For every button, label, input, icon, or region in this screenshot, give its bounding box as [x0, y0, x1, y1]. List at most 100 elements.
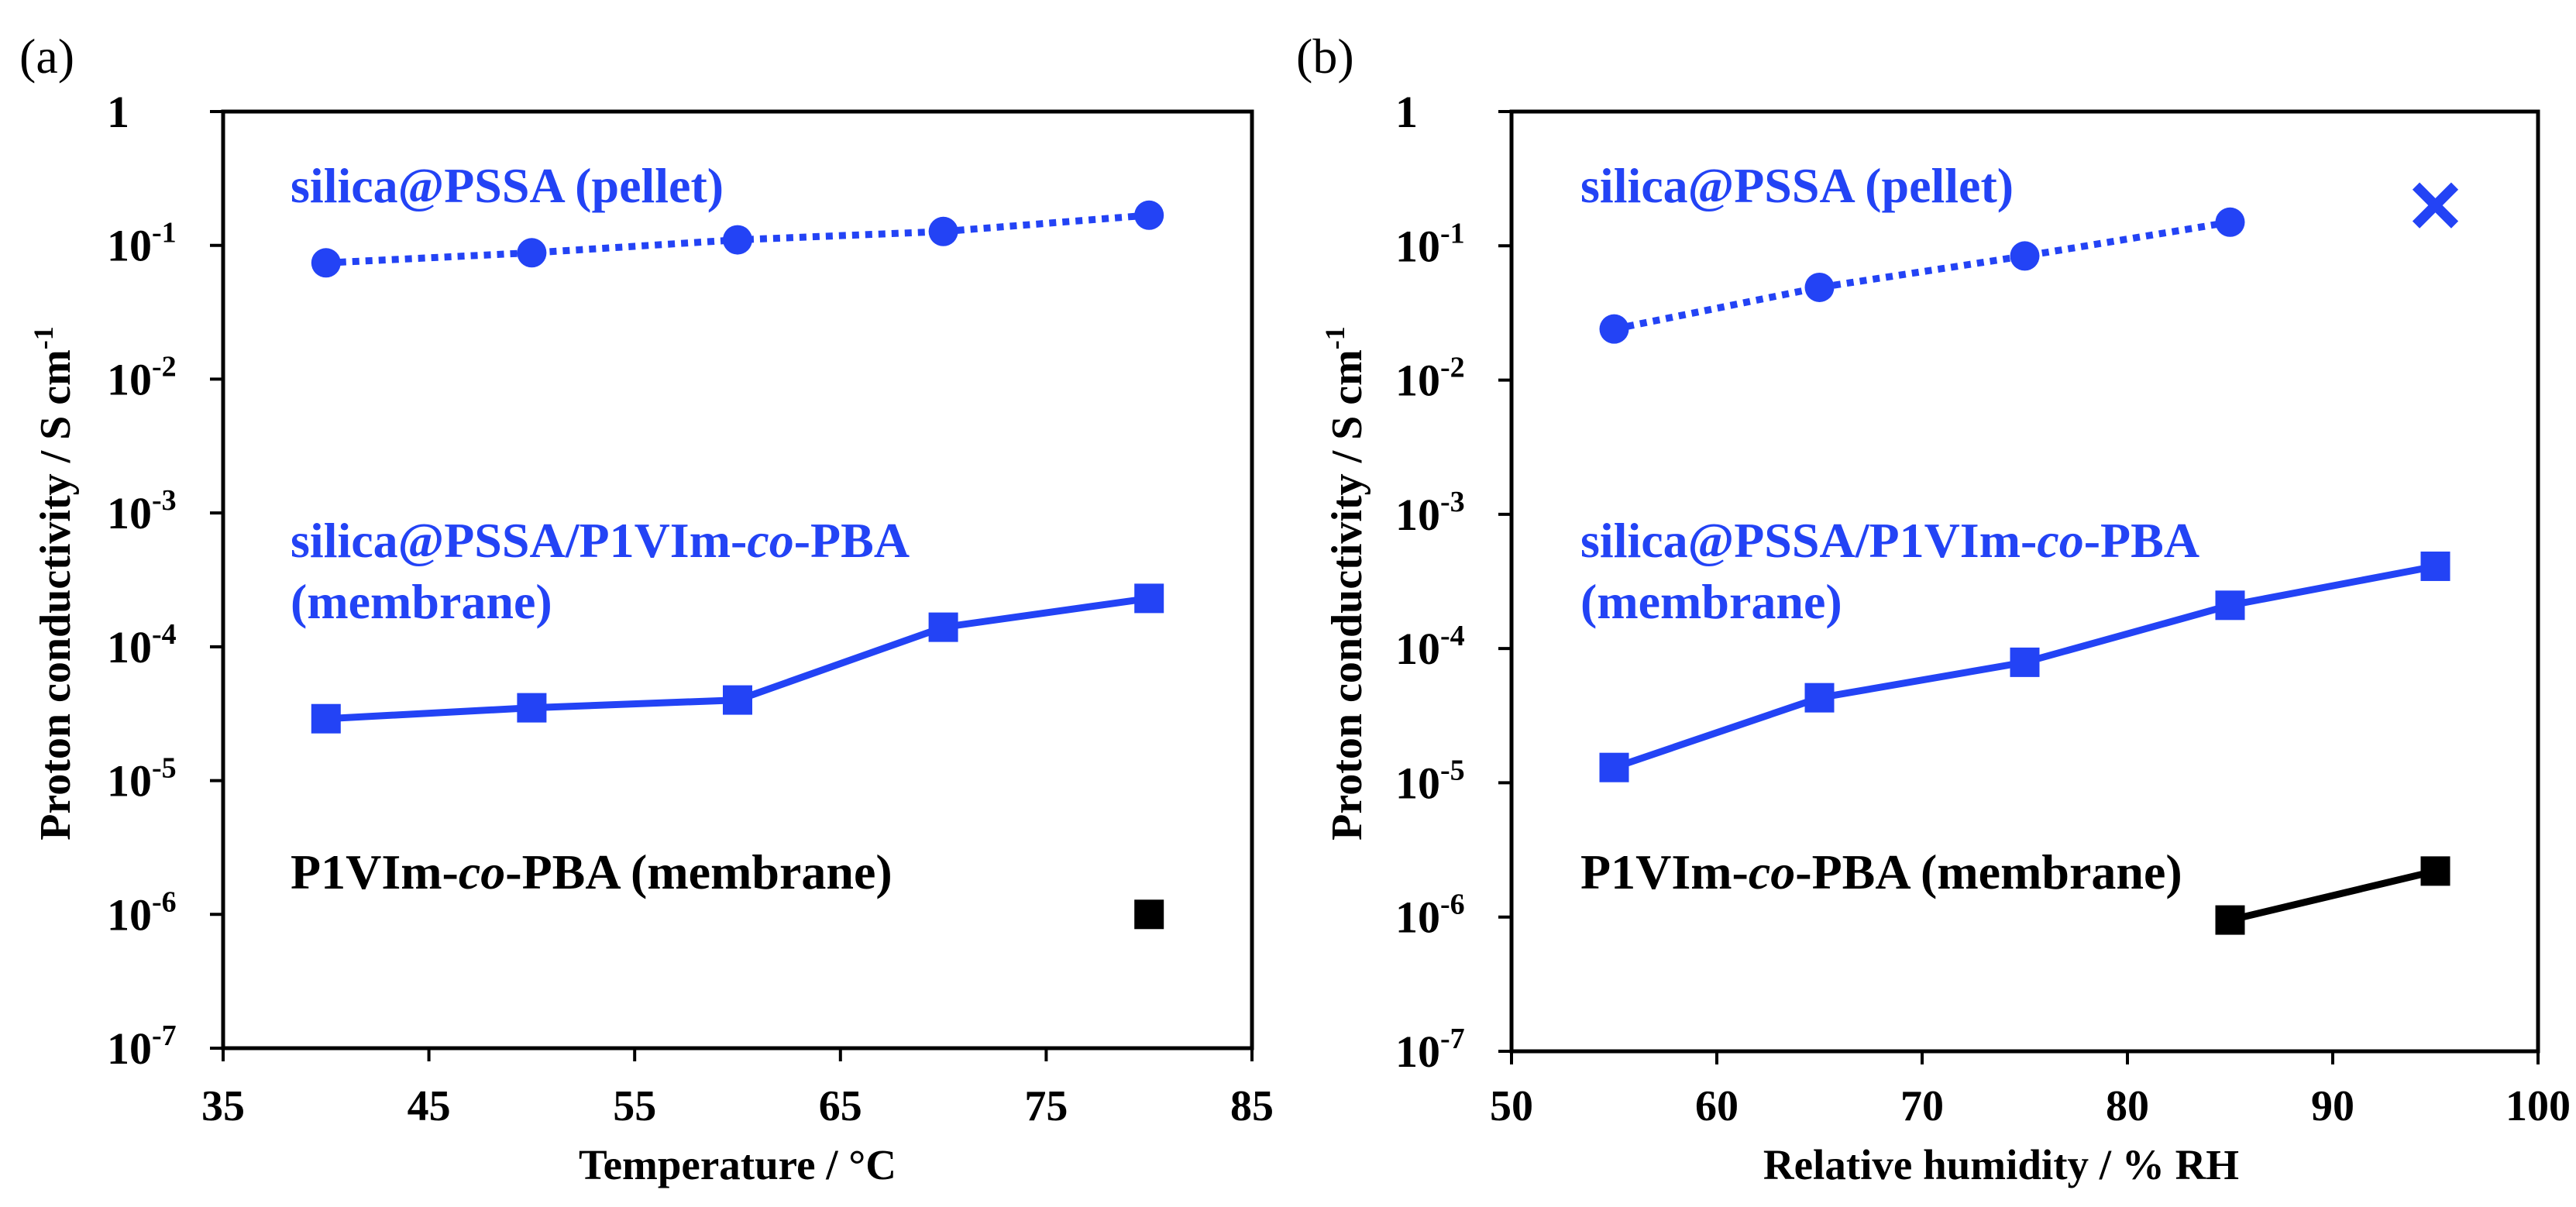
x-tick-label: 65	[819, 1082, 862, 1130]
annotation-part: (membrane)	[291, 574, 552, 629]
y-tick-label: 10-6	[107, 885, 177, 940]
y-axis-title-superscript: -1	[1319, 326, 1350, 349]
pellet-series	[311, 200, 1164, 278]
composite-membrane-marker	[928, 612, 958, 642]
annotation-part: P1VIm-	[291, 844, 459, 899]
y-tick-label: 10-5	[1395, 754, 1465, 808]
pellet-marker	[723, 225, 752, 255]
y-tick-label-exponent: -2	[1440, 352, 1465, 384]
y-tick-label-base: 10	[107, 488, 152, 538]
y-tick-label: 10-2	[1395, 352, 1465, 406]
y-tick-label: 10-5	[107, 752, 177, 806]
y-tick-label: 10-3	[1395, 486, 1465, 540]
y-tick-label: 10-1	[107, 217, 177, 271]
panel-a: (a)110-110-210-310-410-510-610-735 45 55 65…	[19, 29, 1274, 1188]
panel-label: (a)	[19, 29, 74, 84]
p1vim-membrane-line	[2229, 868, 2437, 923]
annotation-part: silica@PSSA/P1VIm-	[1580, 513, 2037, 568]
cross-marker-stroke	[2412, 182, 2459, 229]
y-tick-label: 1	[1395, 87, 1418, 137]
pellet-marker	[2010, 241, 2040, 271]
pellet-marker	[1599, 314, 1629, 344]
annotation-part: -PBA (membrane)	[1795, 844, 2182, 899]
y-tick-label-base: 10	[1395, 490, 1440, 540]
y-tick-label-base: 10	[107, 1023, 152, 1074]
y-axis-title-text: Proton conductivity / S cm	[1323, 349, 1371, 841]
annotation-part: co	[459, 844, 505, 899]
panel-label: (b)	[1296, 29, 1354, 84]
composite-membrane-marker	[1599, 752, 1629, 782]
y-tick-label-exponent: -5	[1440, 754, 1465, 786]
pellet-annotation: silica@PSSA (pellet)	[291, 158, 724, 213]
y-tick-label-base: 10	[107, 221, 152, 271]
x-tick-label: 90	[2311, 1082, 2354, 1130]
y-axis-title: Proton conductivity / S cm-1	[1319, 326, 1371, 841]
y-tick-label-exponent: -6	[1440, 889, 1465, 921]
x-tick-label: 75	[1024, 1082, 1068, 1130]
pellet-marker	[517, 238, 547, 268]
y-tick-label: 10-2	[107, 350, 177, 404]
y-tick-label: 10-4	[107, 618, 177, 672]
composite-membrane-marker	[1134, 583, 1164, 614]
x-tick-label: 80	[2106, 1082, 2149, 1130]
composite-membrane-marker	[2420, 551, 2450, 581]
y-tick-label-exponent: -4	[152, 618, 177, 651]
pellet-marker	[1134, 200, 1164, 230]
y-tick-label-base: 1	[1395, 87, 1418, 137]
y-tick-label-exponent: -6	[152, 885, 177, 918]
y-tick-label-exponent: -3	[1440, 486, 1465, 518]
annotation-part: silica@PSSA/P1VIm-	[291, 513, 747, 568]
composite-membrane-marker	[2010, 647, 2040, 677]
y-tick-label-base: 10	[1395, 356, 1440, 406]
annotation-part: co	[747, 513, 793, 568]
y-tick-label-base: 10	[107, 889, 152, 940]
composite-membrane-annotation: (membrane)	[1580, 574, 1842, 629]
composite-membrane-series	[1599, 551, 2450, 782]
y-tick-label-base: 10	[1395, 624, 1440, 674]
composite-membrane-marker	[723, 685, 752, 715]
p1vim-membrane-marker	[1134, 899, 1164, 930]
pellet-cross-marker	[2412, 182, 2459, 229]
x-tick-label: 35	[201, 1082, 245, 1130]
y-tick-label-base: 10	[1395, 892, 1440, 943]
p1vim-membrane-annotation: P1VIm-co-PBA (membrane)	[291, 844, 892, 899]
y-tick-label-base: 10	[107, 622, 152, 672]
y-tick-label: 10-1	[1395, 217, 1465, 271]
y-tick-label-base: 10	[107, 354, 152, 404]
annotation-part: silica@PSSA (pellet)	[1580, 158, 2014, 213]
y-tick-label: 10-7	[1395, 1023, 1465, 1077]
y-tick-label-exponent: -7	[152, 1020, 177, 1052]
composite-membrane-marker	[517, 693, 547, 723]
y-tick-label-base: 10	[1395, 1026, 1440, 1077]
annotation-part: P1VIm-	[1580, 844, 1749, 899]
y-tick-label-exponent: -1	[152, 217, 177, 249]
x-axis-title: Temperature / °C	[579, 1141, 896, 1188]
y-tick-label-exponent: -7	[1440, 1023, 1465, 1055]
composite-membrane-annotation: silica@PSSA/P1VIm-co-PBA	[291, 513, 910, 568]
y-tick-label-exponent: -3	[152, 484, 177, 517]
x-tick-label: 70	[1900, 1082, 1944, 1130]
composite-membrane-marker	[1804, 683, 1835, 713]
composite-membrane-annotation: (membrane)	[291, 574, 552, 629]
composite-membrane-series	[311, 583, 1164, 734]
composite-membrane-annotation: silica@PSSA/P1VIm-co-PBA	[1580, 513, 2199, 568]
annotation-part: (membrane)	[1580, 574, 1842, 629]
y-tick-label-exponent: -1	[1440, 217, 1465, 249]
annotation-part: co	[2037, 513, 2083, 568]
x-tick-label: 100	[2505, 1082, 2571, 1130]
pellet-marker	[311, 248, 341, 278]
y-axis-title-text: Proton conductivity / S cm	[32, 349, 80, 841]
composite-membrane-marker	[2215, 590, 2245, 621]
y-axis-title: Proton conductivity / S cm-1	[28, 326, 80, 841]
y-tick-label-exponent: -2	[152, 350, 177, 383]
p1vim-membrane-marker	[2215, 905, 2245, 935]
x-tick-label: 60	[1695, 1082, 1739, 1130]
x-tick-label: 45	[408, 1082, 451, 1130]
pellet-marker	[2215, 207, 2245, 237]
annotation-part: -PBA (membrane)	[505, 844, 892, 899]
annotation-part: -PBA	[794, 513, 910, 568]
x-tick-label: 55	[613, 1082, 656, 1130]
y-tick-label-exponent: -5	[152, 752, 177, 785]
y-tick-label: 10-4	[1395, 620, 1465, 674]
